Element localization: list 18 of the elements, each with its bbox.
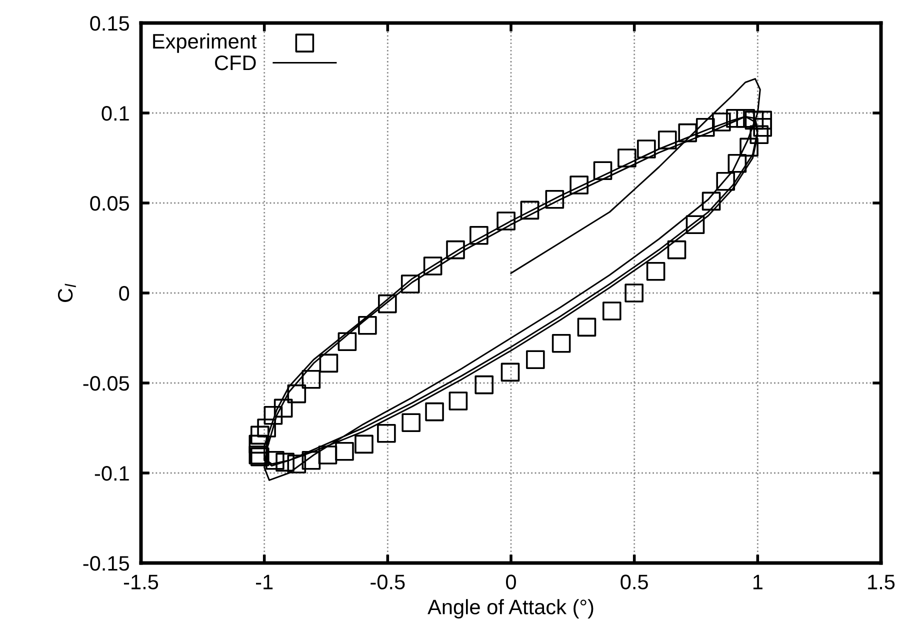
legend-label: CFD: [215, 55, 256, 70]
y-tick-label: -0.1: [94, 466, 129, 481]
y-tick-label: -0.15: [83, 556, 130, 571]
x-tick-label: -1.5: [124, 574, 158, 590]
y-tick-label: 0.1: [102, 106, 129, 121]
x-tick-label: 1.5: [868, 574, 895, 590]
y-tick-label: 0.05: [90, 196, 130, 211]
x-tick-label: 0: [506, 574, 516, 590]
y-axis-title: C$_{l}$: [58, 284, 76, 302]
legend-label: Experiment: [153, 33, 257, 53]
y-tick-label: -0.05: [83, 376, 130, 391]
y-tick-label: 0: [119, 286, 130, 301]
x-tick-label: -1: [256, 574, 273, 590]
x-tick-label: 1: [753, 574, 762, 590]
x-tick-label: -0.5: [370, 574, 405, 590]
x-axis-title: Angle of Attack (°): [428, 599, 594, 619]
x-tick-label: 0.5: [620, 574, 648, 590]
y-tick-label: 0.15: [90, 16, 130, 31]
